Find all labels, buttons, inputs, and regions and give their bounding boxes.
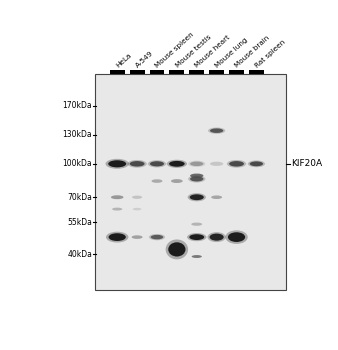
Bar <box>110 70 125 74</box>
Ellipse shape <box>229 161 244 167</box>
Ellipse shape <box>190 174 203 178</box>
Ellipse shape <box>208 127 225 134</box>
Ellipse shape <box>225 230 248 244</box>
Ellipse shape <box>166 239 188 259</box>
Text: KIF20A: KIF20A <box>291 159 322 168</box>
Bar <box>130 70 145 74</box>
Text: Mouse heart: Mouse heart <box>194 35 232 69</box>
Bar <box>249 70 264 74</box>
Ellipse shape <box>111 195 123 199</box>
Ellipse shape <box>188 175 206 183</box>
Ellipse shape <box>151 235 163 239</box>
Ellipse shape <box>192 255 202 258</box>
Bar <box>189 70 204 74</box>
Ellipse shape <box>127 160 147 168</box>
Ellipse shape <box>105 159 129 169</box>
Ellipse shape <box>208 232 226 242</box>
Ellipse shape <box>133 208 141 210</box>
Ellipse shape <box>168 242 186 257</box>
Ellipse shape <box>108 160 126 167</box>
Bar <box>229 70 244 74</box>
Text: 55kDa: 55kDa <box>67 218 92 226</box>
Ellipse shape <box>188 161 206 167</box>
Ellipse shape <box>228 232 245 242</box>
Ellipse shape <box>187 233 207 241</box>
Text: HeLa: HeLa <box>115 52 132 69</box>
Text: 40kDa: 40kDa <box>67 250 92 259</box>
Ellipse shape <box>151 179 163 183</box>
Text: 170kDa: 170kDa <box>63 101 92 110</box>
Ellipse shape <box>189 234 204 240</box>
Ellipse shape <box>248 160 265 167</box>
Ellipse shape <box>108 233 126 241</box>
Ellipse shape <box>149 234 165 240</box>
Ellipse shape <box>190 194 204 200</box>
Text: 100kDa: 100kDa <box>63 159 92 168</box>
Ellipse shape <box>210 162 223 166</box>
Ellipse shape <box>210 233 224 241</box>
Ellipse shape <box>188 193 206 201</box>
Ellipse shape <box>132 196 142 199</box>
Ellipse shape <box>150 161 164 166</box>
Ellipse shape <box>250 161 263 166</box>
Text: 130kDa: 130kDa <box>63 130 92 139</box>
Text: 70kDa: 70kDa <box>67 193 92 202</box>
Bar <box>209 70 224 74</box>
Ellipse shape <box>210 128 223 133</box>
Text: Mouse brain: Mouse brain <box>234 35 271 69</box>
Bar <box>169 70 184 74</box>
Bar <box>95 74 286 290</box>
Ellipse shape <box>112 208 122 211</box>
Text: Mouse spleen: Mouse spleen <box>154 32 195 69</box>
Ellipse shape <box>131 235 143 239</box>
Text: A-549: A-549 <box>135 50 154 69</box>
Ellipse shape <box>169 161 185 167</box>
Ellipse shape <box>211 195 222 199</box>
Ellipse shape <box>171 179 183 183</box>
Ellipse shape <box>190 162 203 166</box>
Ellipse shape <box>148 160 166 167</box>
Ellipse shape <box>106 232 128 243</box>
Ellipse shape <box>191 223 202 226</box>
Text: Mouse testis: Mouse testis <box>174 34 212 69</box>
Ellipse shape <box>167 160 187 168</box>
Text: Mouse lung: Mouse lung <box>214 37 249 69</box>
Ellipse shape <box>190 176 203 182</box>
Ellipse shape <box>130 161 145 167</box>
Ellipse shape <box>227 160 246 168</box>
Text: Rat spleen: Rat spleen <box>254 39 286 69</box>
Bar <box>149 70 164 74</box>
